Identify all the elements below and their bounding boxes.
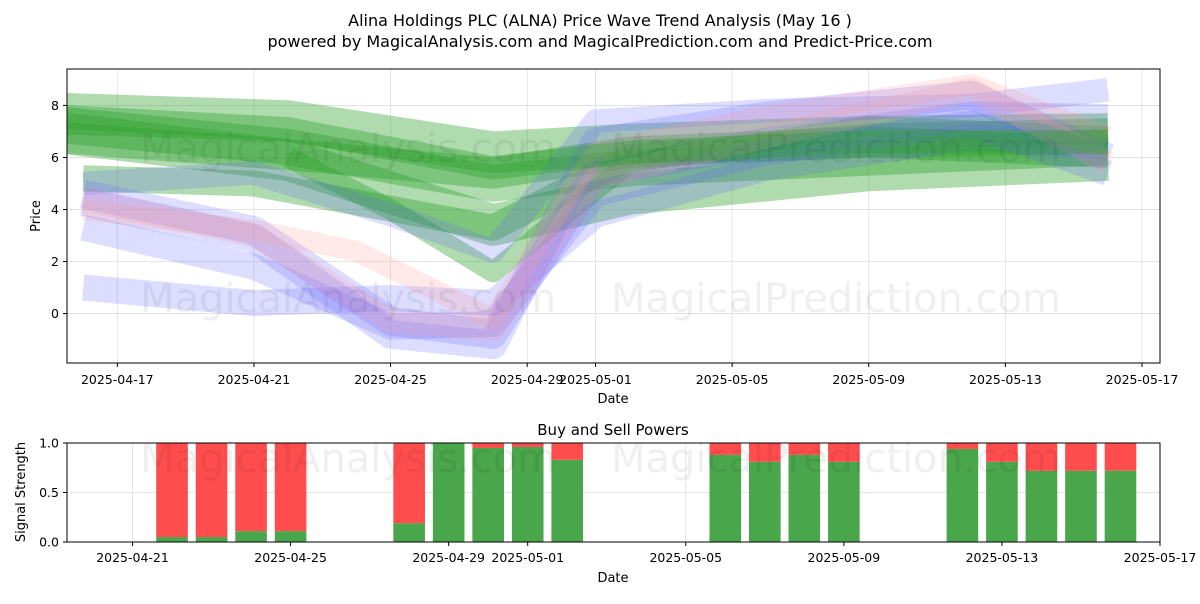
price-y-tick-label: 6 xyxy=(51,150,59,165)
price-x-axis-label: Date xyxy=(597,392,628,407)
buy-bar xyxy=(788,454,821,542)
buy-bar xyxy=(472,447,504,542)
price-wave-band-green xyxy=(82,118,1109,241)
price-wave-band-green xyxy=(283,115,1109,283)
sell-bar xyxy=(511,443,544,447)
price-wave-band-blue xyxy=(80,110,1113,340)
buy-bar xyxy=(709,454,742,542)
watermark-mid-right: MagicalPrediction.com xyxy=(611,276,1061,322)
buy-bar xyxy=(1065,470,1097,542)
price-wave-band-green xyxy=(67,122,1109,189)
price-wave-band-blue xyxy=(81,123,1109,317)
buy-bar xyxy=(195,537,228,542)
price-wave-band-blue xyxy=(82,78,1110,263)
sell-bar xyxy=(195,443,228,538)
sell-bar xyxy=(472,443,504,448)
sell-bar xyxy=(828,443,860,462)
price-x-tick-label: 2025-05-17 xyxy=(1106,372,1179,387)
buy-bar xyxy=(235,531,267,542)
price-chart: MagicalAnalysis.com MagicalPrediction.co… xyxy=(29,68,1178,407)
signal-x-tick-label: 2025-04-25 xyxy=(254,550,327,565)
price-y-tick-label: 4 xyxy=(51,202,59,217)
signal-chart: Buy and Sell Powers MagicalAnalysis.com … xyxy=(14,421,1196,586)
signal-x-axis-label: Date xyxy=(597,571,628,586)
buy-bar xyxy=(1025,470,1058,542)
price-y-axis-label: Price xyxy=(29,200,44,232)
figure-title: Alina Holdings PLC (ALNA) Price Wave Tre… xyxy=(348,11,852,30)
buy-bar xyxy=(749,461,781,542)
signal-x-tick-label: 2025-04-21 xyxy=(96,550,169,565)
signal-chart-title: Buy and Sell Powers xyxy=(537,421,689,439)
sell-bar xyxy=(749,443,781,462)
sell-bar xyxy=(946,443,979,449)
buy-bar xyxy=(274,531,307,542)
signal-x-tick-label: 2025-05-01 xyxy=(491,550,564,565)
price-x-tick-label: 2025-04-21 xyxy=(218,372,291,387)
sell-bar xyxy=(156,443,188,538)
buy-bar xyxy=(156,537,188,542)
price-x-tick-label: 2025-05-09 xyxy=(832,372,905,387)
price-grid xyxy=(67,69,1160,363)
buy-bar xyxy=(986,461,1018,542)
signal-x-tick-label: 2025-05-09 xyxy=(808,550,881,565)
sell-bar xyxy=(274,443,307,532)
price-x-ticks: 2025-04-17 2025-04-21 2025-04-25 2025-04-29… xyxy=(81,363,1178,387)
price-y-tick-label: 8 xyxy=(51,98,59,113)
price-x-tick-label: 2025-04-17 xyxy=(81,372,154,387)
buy-bar xyxy=(946,448,979,542)
signal-y-ticks: 0.0 0.5 1.0 xyxy=(39,436,67,550)
buy-bar xyxy=(432,443,465,542)
price-y-tick-label: 0 xyxy=(51,306,59,321)
watermark-bottom-left: MagicalAnalysis.com xyxy=(140,436,556,482)
signal-bars xyxy=(156,443,1137,542)
signal-x-tick-label: 2025-04-29 xyxy=(412,550,485,565)
watermark-bottom-right: MagicalPrediction.com xyxy=(611,436,1061,482)
sell-bar xyxy=(788,443,821,455)
signal-y-axis-label: Signal Strength xyxy=(14,442,29,542)
price-wave-band-blue xyxy=(80,101,1109,349)
price-wave-band-green xyxy=(67,105,1108,180)
price-plot-frame xyxy=(66,68,1161,364)
price-x-tick-label: 2025-05-01 xyxy=(559,372,632,387)
signal-x-tick-label: 2025-05-13 xyxy=(966,550,1039,565)
watermark-top-right: MagicalPrediction.com xyxy=(611,126,1061,172)
sell-bar xyxy=(986,443,1018,462)
buy-bar xyxy=(551,459,584,542)
watermark-mid-left: MagicalAnalysis.com xyxy=(140,276,556,322)
watermark-top-left: MagicalAnalysis.com xyxy=(140,126,556,172)
signal-y-tick-label: 0.0 xyxy=(39,535,59,550)
price-wave-band-green xyxy=(67,107,1109,202)
buy-bar xyxy=(1104,470,1137,542)
signal-y-tick-label: 1.0 xyxy=(39,436,59,451)
sell-bar xyxy=(709,443,742,455)
price-wave-band-green xyxy=(67,92,1109,174)
price-wave-band-red xyxy=(80,78,1114,341)
sell-bar xyxy=(1025,443,1058,471)
price-wave-bands xyxy=(67,74,1114,360)
price-x-tick-label: 2025-04-25 xyxy=(354,372,427,387)
buy-bar xyxy=(393,523,425,542)
buy-bar xyxy=(511,446,544,542)
price-x-tick-label: 2025-05-05 xyxy=(696,372,769,387)
price-x-tick-label: 2025-04-29 xyxy=(491,372,564,387)
price-wave-band-red xyxy=(81,74,1112,330)
sell-bar xyxy=(1104,443,1137,471)
price-wave-band-blue xyxy=(80,80,1114,360)
price-y-tick-label: 2 xyxy=(51,254,59,269)
figure-subtitle: powered by MagicalAnalysis.com and Magic… xyxy=(267,32,932,51)
price-x-tick-label: 2025-05-13 xyxy=(969,372,1042,387)
sell-bar xyxy=(393,443,425,524)
price-wave-band-green xyxy=(67,112,1109,246)
signal-x-ticks: 2025-04-21 2025-04-25 2025-04-29 2025-05-01… xyxy=(96,542,1196,565)
buy-bar xyxy=(828,461,860,542)
signal-y-tick-label: 0.5 xyxy=(39,485,59,500)
price-y-ticks: 0 2 4 6 8 xyxy=(51,98,67,321)
sell-bar xyxy=(551,443,584,460)
signal-x-tick-label: 2025-05-05 xyxy=(649,550,722,565)
sell-bar xyxy=(235,443,267,532)
sell-bar xyxy=(1065,443,1097,471)
signal-x-tick-label: 2025-05-17 xyxy=(1124,550,1197,565)
